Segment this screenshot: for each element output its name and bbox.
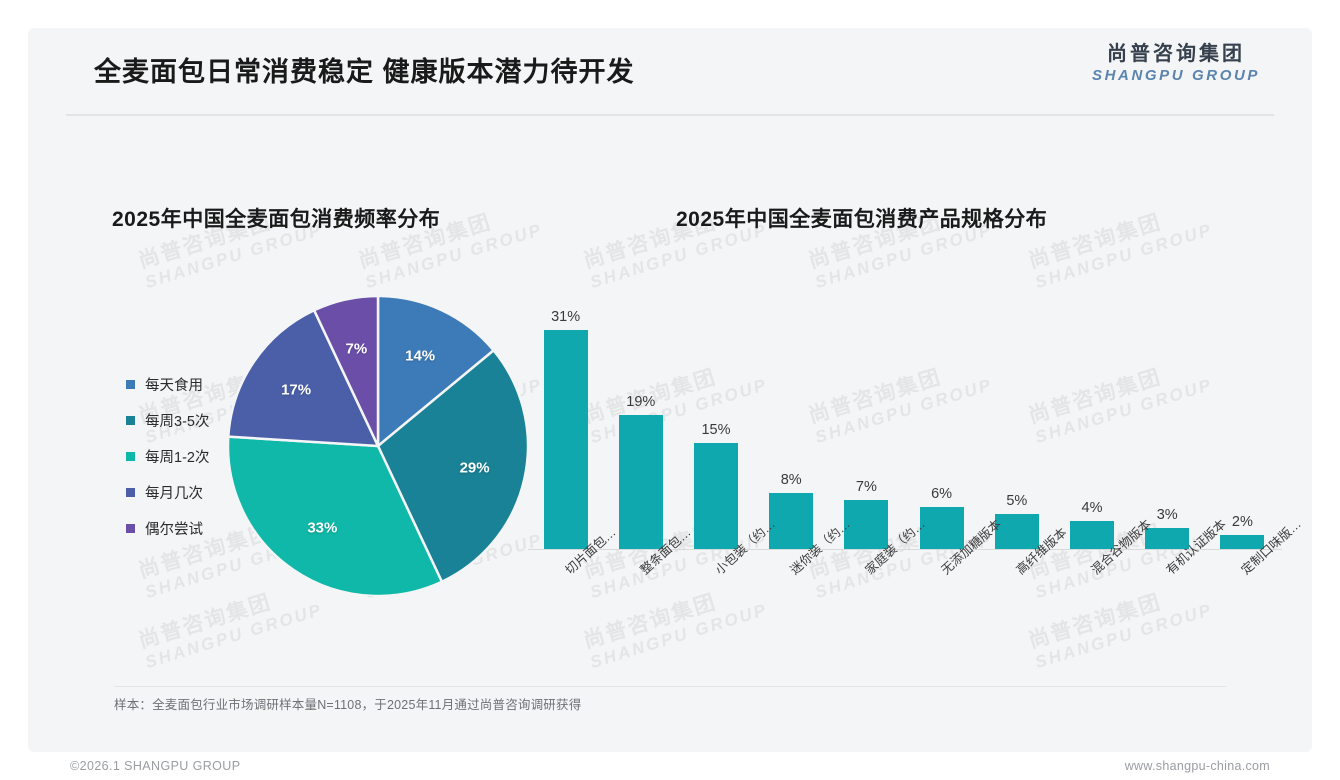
legend-label: 每月几次 <box>145 485 203 502</box>
bar-column[interactable]: 3% <box>1145 506 1190 549</box>
bar-value-label: 31% <box>551 309 581 326</box>
bar-plot-area: 31% 19% 15% 8% 7% 6% 5% 4% 3% 2% <box>528 288 1282 550</box>
bar-value-label: 2% <box>1231 513 1253 530</box>
slide-canvas: 尚普咨询集团 SHANGPU GROUP 尚普咨询集团 SHANGPU GROUP 尚普… <box>28 28 1312 752</box>
bar-value-label: 3% <box>1156 506 1178 523</box>
pie-slice[interactable] <box>312 294 380 447</box>
logo-text-cn: 尚普咨询集团 <box>1107 43 1245 65</box>
pie-slice-label: 14% <box>405 347 436 365</box>
pie-legend-item[interactable]: 每天食用 <box>126 366 209 402</box>
bar-value-label: 8% <box>780 471 802 488</box>
bar[interactable] <box>1220 534 1265 549</box>
sample-note: 样本：全麦面包行业市场调研样本量N=1108，于2025年11月通过尚普咨询调研… <box>114 698 582 712</box>
bar-value-label: 19% <box>626 393 656 410</box>
header-divider <box>66 114 1274 116</box>
bar[interactable] <box>769 492 814 549</box>
bar[interactable] <box>919 506 964 549</box>
bar-column[interactable]: 19% <box>618 393 663 549</box>
pie-slice-label: 7% <box>345 340 368 358</box>
page-title: 全麦面包日常消费稳定 健康版本潜力待开发 <box>94 57 635 87</box>
slide-header: 全麦面包日常消费稳定 健康版本潜力待开发 尚普咨询集团 SHANGPU GROU… <box>28 28 1312 106</box>
legend-swatch-icon <box>126 523 135 533</box>
bar-column[interactable]: 2% <box>1220 513 1265 549</box>
pie-chart: 14% 29% 33% 17% 7% <box>226 294 530 598</box>
bar[interactable] <box>1070 520 1114 549</box>
pie-legend-item[interactable]: 每周3-5次 <box>126 402 209 438</box>
left-chart-title: 2025年中国全麦面包消费频率分布 <box>112 208 441 231</box>
x-axis-line <box>528 549 1282 550</box>
bar-column[interactable]: 31% <box>543 309 588 549</box>
bar[interactable] <box>694 443 738 549</box>
pie-slice[interactable] <box>376 294 496 449</box>
pie-legend-item[interactable]: 每周1-2次 <box>126 438 209 474</box>
legend-swatch-icon <box>126 415 135 425</box>
pie-chart-panel: 每天食用每周3-5次 每周1-2次 每月几次偶尔尝试 14% 29% 33% 17% 7% <box>68 278 538 618</box>
pie-legend: 每天食用每周3-5次 每周1-2次 每月几次偶尔尝试 <box>126 366 209 546</box>
bar-column[interactable]: 4% <box>1070 500 1114 549</box>
legend-swatch-icon <box>126 379 135 389</box>
bar[interactable] <box>1145 527 1190 549</box>
bar-value-label: 7% <box>855 478 877 495</box>
bar-column[interactable]: 6% <box>919 485 964 549</box>
pie-slice-label: 33% <box>307 519 338 537</box>
bar-column[interactable]: 5% <box>994 492 1039 549</box>
pie-slice[interactable] <box>226 308 381 448</box>
bar[interactable] <box>844 499 889 549</box>
bar-value-label: 4% <box>1081 499 1103 516</box>
bar-chart-panel: 31% 19% 15% 8% 7% 6% 5% 4% 3% 2% 切片面包… 整条面包… 小包装（约…… <box>518 278 1304 678</box>
bar-column[interactable]: 8% <box>769 471 814 549</box>
legend-swatch-icon <box>126 487 135 497</box>
bar[interactable] <box>994 513 1039 549</box>
brand-logo: 尚普咨询集团 SHANGPU GROUP <box>1092 42 1260 85</box>
copyright-text: ©2026.1 SHANGPU GROUP <box>70 759 241 773</box>
bar-column[interactable]: 7% <box>844 478 889 549</box>
pie-legend-item[interactable]: 偶尔尝试 <box>126 510 209 546</box>
legend-swatch-icon <box>126 451 135 461</box>
pie-legend-item[interactable]: 每月几次 <box>126 474 209 510</box>
bar-column[interactable]: 15% <box>694 422 738 549</box>
bar-axis-labels: 切片面包… 整条面包… 小包装（约… 迷你装（约… 家庭装（约… 无添加糖版本 高纤维版本混… <box>528 517 1304 664</box>
pie-slice[interactable] <box>226 435 444 598</box>
pie-slice-label: 29% <box>459 459 490 477</box>
legend-label: 每周3-5次 <box>145 413 210 430</box>
website-link[interactable]: www.shangpu-china.com <box>1124 759 1270 773</box>
bar-value-label: 6% <box>931 485 953 502</box>
pie-svg <box>226 294 530 598</box>
right-chart-title: 2025年中国全麦面包消费产品规格分布 <box>676 208 1048 231</box>
bar[interactable] <box>543 330 588 549</box>
legend-label: 偶尔尝试 <box>145 521 203 538</box>
slide-footer: ©2026.1 SHANGPU GROUP www.shangpu-china.… <box>28 752 1312 780</box>
logo-text-en: SHANGPU GROUP <box>1092 67 1260 84</box>
legend-label: 每天食用 <box>145 377 203 394</box>
pie-slice-label: 17% <box>281 381 312 399</box>
bar-value-label: 15% <box>701 422 731 439</box>
legend-label: 每周1-2次 <box>145 449 210 466</box>
footnote-divider <box>114 686 1226 687</box>
bar-value-label: 5% <box>1006 492 1028 509</box>
bar[interactable] <box>618 414 663 549</box>
